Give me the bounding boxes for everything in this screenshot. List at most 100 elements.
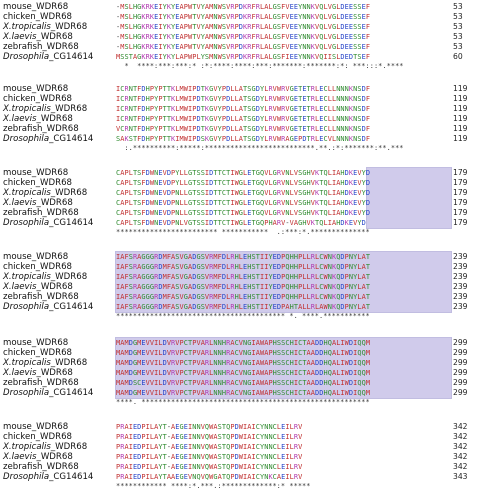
alignment-block: mouse_WDR68 -MSLHGKRKEIYKYEAPWTVYAMNWSVRP… <box>0 2 478 72</box>
sequence-residues: ICRNTFDHPYPTTKLMWIPDTKGVYPDLLATSGDYLRVWR… <box>116 105 371 113</box>
alignment-row: chicken_WDR68 MAMDGMEVVILDVRVPCTPVARLNNHR… <box>0 348 478 358</box>
alignment-row: chicken_WDR68 CAPLTSFDWNEVDPYLLGTSSIDTTCT… <box>0 178 478 188</box>
alignment-block: mouse_WDR68 IAFSRAGGGRDMFASVGADGSVRMFDLRH… <box>0 251 478 322</box>
residue-position: 179 <box>453 198 468 207</box>
gene-name: chicken_WDR68 <box>3 348 73 358</box>
sequence-name: Drosophila_CG14614 <box>3 134 93 144</box>
gene-name: _CG14614 <box>49 134 94 144</box>
gene-name: _WDR68 <box>36 368 73 378</box>
residue-position: 179 <box>453 188 468 197</box>
residue-position: 239 <box>453 302 468 311</box>
residue-position: 53 <box>453 32 463 41</box>
sequence-name: chicken_WDR68 <box>3 94 72 104</box>
sequence-name: chicken_WDR68 <box>3 348 72 358</box>
alignment-row: chicken_WDR68 IAFSRAGGGRDMFASVGADGSVRMFDL… <box>0 262 478 272</box>
gene-name: _WDR68 <box>50 188 88 198</box>
sequence-residues: CAPLTSFDWNEVDPNLVGTSSIDTTCTIWGLETGQPHARV… <box>116 219 366 227</box>
sequence-residues: VCRNTFDHPYPTTKLMWIPDTKGVYPDLLATSGDYLRVWR… <box>116 125 371 133</box>
sequence-residues: IAFSRAGGGRDMFASVGADGSVRMFDLRHLEHSTIIYEDP… <box>116 283 371 291</box>
gene-name: zebrafish_WDR68 <box>3 42 79 52</box>
species-genus: X.tropicalis <box>3 188 51 198</box>
alignment-block: mouse_WDR68 CAPLTSFDWNEVDPYLLGTSSIDTTCTIW… <box>0 167 478 238</box>
alignment-row: Drosophila_CG14614 IAFSRAGGGRDMFASVGADGSV… <box>0 302 478 312</box>
sequence-name: X.laevis_WDR68 <box>3 282 73 292</box>
residue-position: 299 <box>453 338 468 347</box>
gene-name: chicken_WDR68 <box>3 94 73 104</box>
species-genus: Drosophila <box>3 134 50 144</box>
species-genus: X.tropicalis <box>3 358 51 368</box>
alignment-row: X.tropicalis_WDR68 ICRNTFDHPYPTTKLMWIPDTK… <box>0 104 478 114</box>
gene-name: _WDR68 <box>36 282 73 292</box>
sequence-residues: MAMDSCEVVILDVRVPCTPVARLNNHRACVNGIAWAPHSS… <box>116 379 371 387</box>
species-genus: Drosophila <box>3 388 50 398</box>
species-genus: X.laevis <box>3 282 37 292</box>
sequence-name: X.tropicalis_WDR68 <box>3 104 87 114</box>
residue-position: 179 <box>453 178 468 187</box>
gene-name: mouse_WDR68 <box>3 84 69 94</box>
sequence-name: zebrafish_WDR68 <box>3 378 79 388</box>
sequence-name: Drosophila_CG14614 <box>3 218 93 228</box>
gene-name: _WDR68 <box>36 198 73 208</box>
species-genus: X.laevis <box>3 32 37 42</box>
alignment-row: Drosophila_CG14614 SAKSTFDHPYPTTKIMWIPDSK… <box>0 134 478 144</box>
species-genus: X.tropicalis <box>3 272 51 282</box>
sequence-residues: SAKSTFDHPYPTTKIMWIPDSKGVYPDLLATSGDYLRVWR… <box>116 135 371 143</box>
residue-position: 239 <box>453 272 468 281</box>
gene-name: _CG14614 <box>49 302 94 312</box>
sequence-name: Drosophila_CG14614 <box>3 472 93 482</box>
sequence-residues: PRAIEDPILAYT-AEGEINNVQWASTQPDWIAICYNNCLE… <box>116 453 303 461</box>
residue-position: 119 <box>453 114 468 123</box>
residue-position: 239 <box>453 282 468 291</box>
gene-name: zebrafish_WDR68 <box>3 124 79 134</box>
sequence-residues: ICRNTFDHPYPTTKLMWIPDTKGVYPDLLATSGDYLRVWR… <box>116 115 371 123</box>
species-genus: X.tropicalis <box>3 104 51 114</box>
alignment-row: chicken_WDR68 ICRNTFDHPYPTTKLMWIPDTKGVYPD… <box>0 94 478 104</box>
species-genus: X.tropicalis <box>3 22 51 32</box>
alignment-row: X.laevis_WDR68 ICRNTFDHPYPTTKLMWIPDTKGVYP… <box>0 114 478 124</box>
sequence-name: X.laevis_WDR68 <box>3 452 73 462</box>
gene-name: chicken_WDR68 <box>3 178 73 188</box>
gene-name: mouse_WDR68 <box>3 338 69 348</box>
sequence-name: Drosophila_CG14614 <box>3 388 93 398</box>
residue-position: 119 <box>453 134 468 143</box>
sequence-residues: IAFSRAGGGRDMFASVGADGSVRMFDLRHLEHSTIIYEDP… <box>116 293 371 301</box>
species-genus: Drosophila <box>3 52 50 62</box>
gene-name: _CG14614 <box>49 388 94 398</box>
consensus-line: ************************ *********** .:*… <box>116 228 370 236</box>
sequence-residues: PRAIEDPILAYT-AEGEINNVQWASTQPDWIAICYNNCLE… <box>116 423 303 431</box>
residue-position: 343 <box>453 472 468 481</box>
alignment-row: zebrafish_WDR68 PRAIEDPILAYT-AEGEINNVQWAS… <box>0 462 478 472</box>
alignment-block: mouse_WDR68 ICRNTFDHPYPTTKLMWIPDTKGVYPDLL… <box>0 84 478 154</box>
gene-name: zebrafish_WDR68 <box>3 378 79 388</box>
alignment-row: mouse_WDR68 -MSLHGKRKEIYKYEAPWTVYAMNWSVRP… <box>0 2 478 12</box>
alignment-row: X.tropicalis_WDR68 PRAIEDPILAYT-AEGEINNVQ… <box>0 442 478 452</box>
sequence-residues: IAFSRAGGGRDMFASVGADGSVRMFDLRHLEHSTIIYEDP… <box>116 273 371 281</box>
alignment-row: Drosophila_CG14614 PRAIEDPILAYTAAEGEVNQVQ… <box>0 472 478 482</box>
residue-position: 53 <box>453 12 463 21</box>
residue-position: 179 <box>453 168 468 177</box>
sequence-residues: MAMDGMEVVILDVRVPCTPVARLNNHRACVNGIAWAPHSS… <box>116 389 371 397</box>
alignment-row: X.tropicalis_WDR68 IAFSRAGGGRDMFASVGADGSV… <box>0 272 478 282</box>
species-genus: X.laevis <box>3 198 37 208</box>
sequence-residues: PRAIEDPILAYT-AEGEINNVQWASTQPDWIAICYNNCLE… <box>116 443 303 451</box>
sequence-residues: -MSLHGKRKEIYKYEAPWTVYAMNWSVRPDKRFRLALGSF… <box>116 43 371 51</box>
sequence-name: mouse_WDR68 <box>3 2 68 12</box>
residue-position: 53 <box>453 2 463 11</box>
alignment-block: mouse_WDR68 MAMDGMEVVILDVRVPCTPVARLNNHRAC… <box>0 337 478 408</box>
sequence-name: mouse_WDR68 <box>3 252 68 262</box>
gene-name: zebrafish_WDR68 <box>3 462 79 472</box>
alignment-row: mouse_WDR68 PRAIEDPILAYT-AEGEINNVQWASTQPD… <box>0 422 478 432</box>
species-genus: X.laevis <box>3 452 37 462</box>
gene-name: zebrafish_WDR68 <box>3 208 79 218</box>
alignment-row: zebrafish_WDR68 CAPLTSFDWNEVDPNLLGTSSIDTT… <box>0 208 478 218</box>
sequence-name: Drosophila_CG14614 <box>3 52 93 62</box>
gene-name: _WDR68 <box>36 114 73 124</box>
residue-position: 60 <box>453 52 463 61</box>
alignment-row: X.laevis_WDR68 PRAIEDPILAYT-AEGEINNVQWAST… <box>0 452 478 462</box>
residue-position: 119 <box>453 84 468 93</box>
gene-name: chicken_WDR68 <box>3 432 73 442</box>
sequence-name: Drosophila_CG14614 <box>3 302 93 312</box>
alignment-row: X.tropicalis_WDR68 MAMDGMEVVILDVRVPCTPVAR… <box>0 358 478 368</box>
sequence-name: chicken_WDR68 <box>3 178 72 188</box>
sequence-name: chicken_WDR68 <box>3 262 72 272</box>
